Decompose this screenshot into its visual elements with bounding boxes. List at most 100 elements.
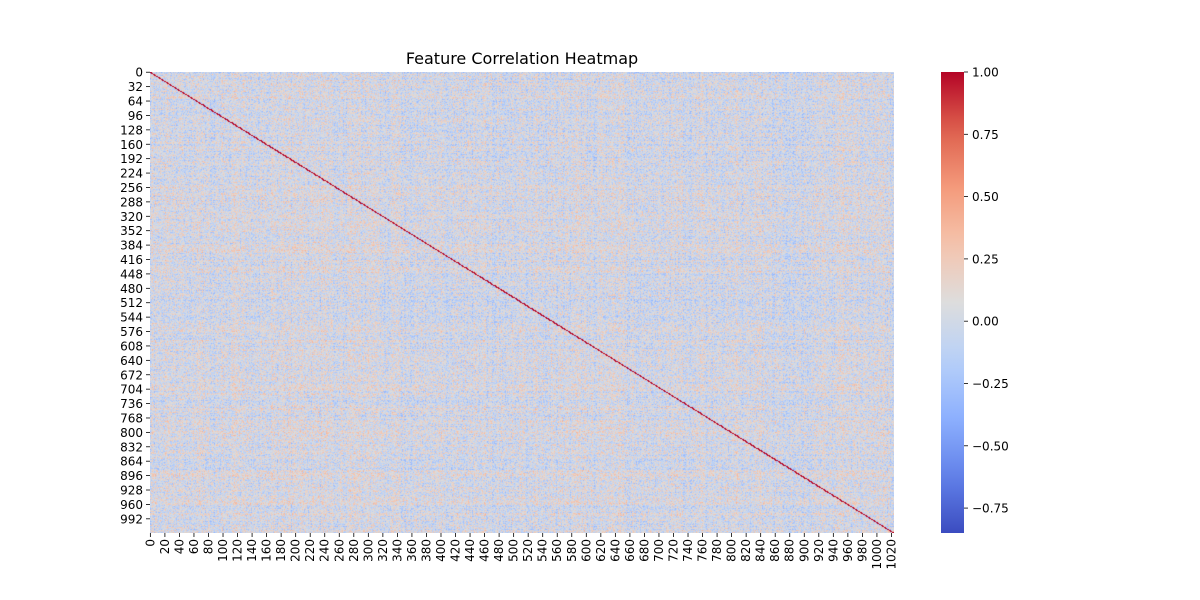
y-tick-label: 928 bbox=[120, 484, 143, 498]
colorbar-tick-label: −0.75 bbox=[972, 502, 1009, 516]
x-tick-label: 140 bbox=[245, 539, 259, 562]
colorbar-tick-label: −0.50 bbox=[972, 439, 1009, 453]
x-tick-label: 780 bbox=[710, 539, 724, 562]
x-tick-label: 720 bbox=[666, 539, 680, 562]
x-tick-label: 1000 bbox=[870, 539, 884, 570]
x-tick-label: 440 bbox=[463, 539, 477, 562]
x-tick-label: 480 bbox=[492, 539, 506, 562]
x-tick-label: 660 bbox=[623, 539, 637, 562]
x-tick-label: 800 bbox=[725, 539, 739, 562]
colorbar-tick-label: 0.00 bbox=[972, 315, 999, 329]
y-tick-label: 512 bbox=[120, 296, 143, 310]
y-tick-label: 640 bbox=[120, 354, 143, 368]
x-tick-label: 120 bbox=[231, 539, 245, 562]
colorbar-tick-label: 0.50 bbox=[972, 190, 999, 204]
x-tick-label: 240 bbox=[318, 539, 332, 562]
x-tick-label: 620 bbox=[594, 539, 608, 562]
x-tick-label: 180 bbox=[274, 539, 288, 562]
y-tick-label: 608 bbox=[120, 339, 143, 353]
x-tick-label: 380 bbox=[419, 539, 433, 562]
y-tick-label: 704 bbox=[120, 383, 143, 397]
x-tick-label: 20 bbox=[158, 539, 172, 554]
x-tick-label: 400 bbox=[434, 539, 448, 562]
y-tick-label: 224 bbox=[120, 167, 143, 181]
y-axis: 0326496128160192224256288320352384416448… bbox=[120, 66, 150, 526]
y-tick-label: 576 bbox=[120, 325, 143, 339]
y-tick-label: 160 bbox=[120, 138, 143, 152]
x-tick-label: 760 bbox=[696, 539, 710, 562]
y-tick-label: 480 bbox=[120, 282, 143, 296]
heatmap-cells bbox=[150, 72, 894, 533]
x-tick-label: 840 bbox=[754, 539, 768, 562]
y-tick-label: 256 bbox=[120, 181, 143, 195]
colorbar: 1.00 0.75 0.50 0.25 0.00 −0.25 −0.50 −0.75 bbox=[941, 66, 1009, 533]
x-tick-label: 580 bbox=[565, 539, 579, 562]
x-tick-label: 940 bbox=[826, 539, 840, 562]
y-tick-label: 960 bbox=[120, 498, 143, 512]
y-tick-label: 832 bbox=[120, 440, 143, 454]
colorbar-tick-label: 0.25 bbox=[972, 252, 999, 266]
x-tick-label: 1020 bbox=[884, 539, 898, 570]
y-tick-label: 800 bbox=[120, 426, 143, 440]
x-tick-label: 600 bbox=[579, 539, 593, 562]
y-tick-label: 32 bbox=[128, 80, 143, 94]
x-tick-label: 680 bbox=[637, 539, 651, 562]
x-tick-label: 880 bbox=[783, 539, 797, 562]
y-tick-label: 768 bbox=[120, 411, 143, 425]
y-tick-label: 384 bbox=[120, 239, 143, 253]
x-tick-label: 860 bbox=[768, 539, 782, 562]
y-tick-label: 416 bbox=[120, 253, 143, 267]
x-tick-label: 980 bbox=[855, 539, 869, 562]
y-tick-label: 128 bbox=[120, 123, 143, 137]
heatmap-matrix bbox=[150, 72, 894, 533]
y-tick-label: 896 bbox=[120, 469, 143, 483]
x-axis: 0 20 40 60 80 100 120 140 160 180 200 220 240 260 280 3… bbox=[143, 533, 898, 570]
x-tick-label: 460 bbox=[478, 539, 492, 562]
y-tick-label: 192 bbox=[120, 152, 143, 166]
y-tick-label: 672 bbox=[120, 368, 143, 382]
x-tick-label: 900 bbox=[797, 539, 811, 562]
x-tick-label: 340 bbox=[390, 539, 404, 562]
x-tick-label: 960 bbox=[841, 539, 855, 562]
x-tick-label: 220 bbox=[303, 539, 317, 562]
x-tick-label: 540 bbox=[536, 539, 550, 562]
y-tick-label: 736 bbox=[120, 397, 143, 411]
x-tick-label: 200 bbox=[289, 539, 303, 562]
x-tick-label: 0 bbox=[143, 539, 157, 547]
x-tick-label: 160 bbox=[260, 539, 274, 562]
x-tick-label: 500 bbox=[507, 539, 521, 562]
y-tick-label: 992 bbox=[120, 512, 143, 526]
x-tick-label: 80 bbox=[201, 539, 215, 554]
x-tick-label: 60 bbox=[187, 539, 201, 554]
x-tick-label: 700 bbox=[652, 539, 666, 562]
x-tick-label: 280 bbox=[347, 539, 361, 562]
x-tick-label: 520 bbox=[521, 539, 535, 562]
y-tick-label: 64 bbox=[128, 95, 143, 109]
y-tick-label: 96 bbox=[128, 109, 143, 123]
x-tick-label: 320 bbox=[376, 539, 390, 562]
x-tick-label: 920 bbox=[812, 539, 826, 562]
colorbar-gradient bbox=[941, 72, 964, 533]
y-tick-label: 448 bbox=[120, 267, 143, 281]
x-tick-label: 260 bbox=[332, 539, 346, 562]
y-tick-label: 864 bbox=[120, 455, 143, 469]
y-tick-label: 352 bbox=[120, 224, 143, 238]
y-tick-label: 0 bbox=[135, 66, 143, 80]
colorbar-tick-label: 1.00 bbox=[972, 66, 999, 80]
x-tick-label: 300 bbox=[361, 539, 375, 562]
chart-title: Feature Correlation Heatmap bbox=[406, 49, 638, 68]
y-tick-label: 288 bbox=[120, 195, 143, 209]
x-tick-label: 100 bbox=[216, 539, 230, 562]
colorbar-tick-label: 0.75 bbox=[972, 128, 999, 142]
y-tick-label: 544 bbox=[120, 311, 143, 325]
x-tick-label: 560 bbox=[550, 539, 564, 562]
x-tick-label: 420 bbox=[449, 539, 463, 562]
y-tick-label: 320 bbox=[120, 210, 143, 224]
x-tick-label: 820 bbox=[739, 539, 753, 562]
x-tick-label: 740 bbox=[681, 539, 695, 562]
x-tick-label: 640 bbox=[608, 539, 622, 562]
colorbar-tick-label: −0.25 bbox=[972, 377, 1009, 391]
x-tick-label: 360 bbox=[405, 539, 419, 562]
x-tick-label: 40 bbox=[172, 539, 186, 554]
